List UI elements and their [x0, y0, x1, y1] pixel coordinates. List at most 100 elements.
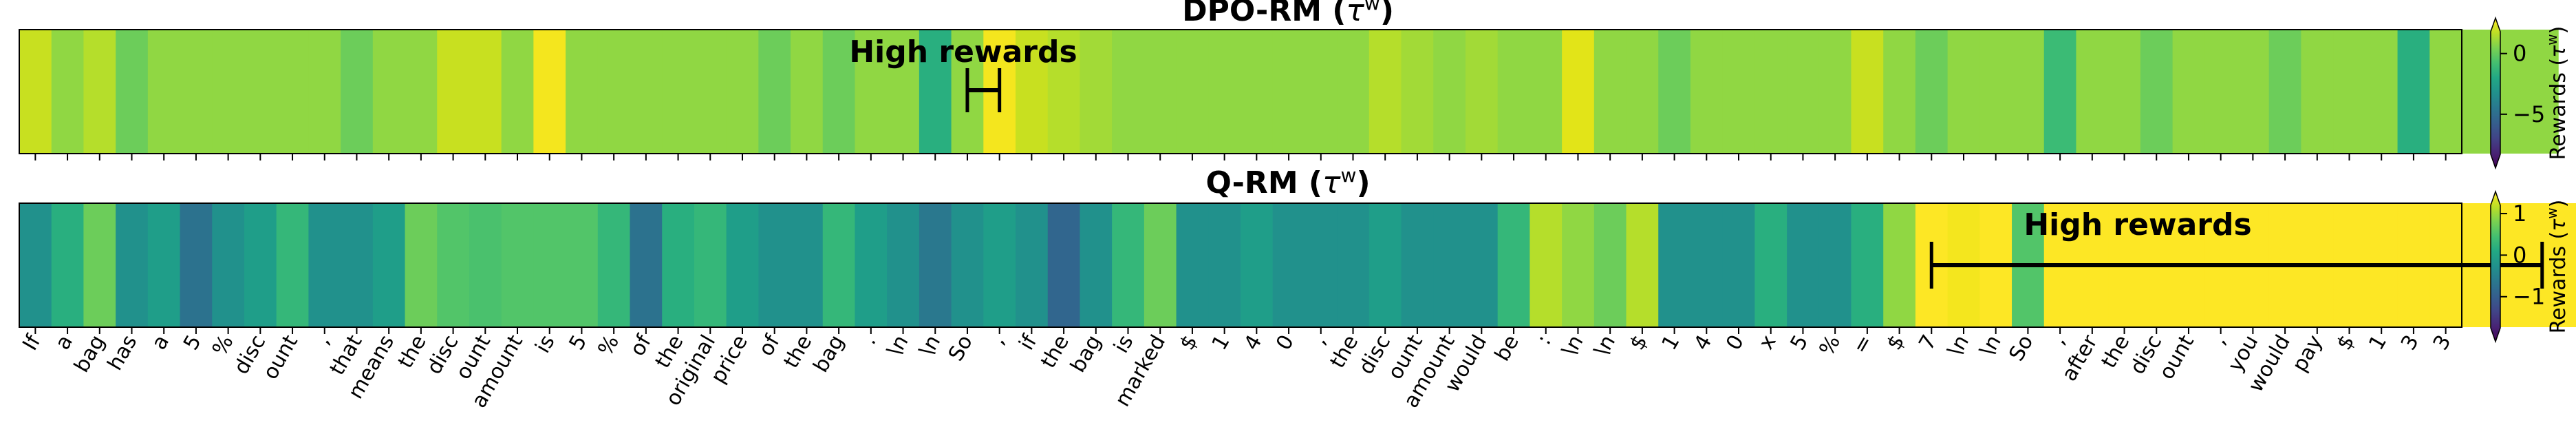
heatmap-cell: [1305, 30, 1338, 154]
heatmap-cell: [694, 203, 727, 327]
heatmap-cell: [566, 203, 599, 327]
dpo-rm-colorbar: 0 −5 Rewards (τw): [2490, 16, 2570, 170]
token-label: 0: [1271, 331, 1299, 355]
heatmap-cell: [1562, 30, 1595, 154]
q-rm-colorbar-ticks: 1 0 −1: [2500, 200, 2545, 310]
heatmap-cell: [597, 203, 631, 327]
heatmap-cell: [791, 30, 824, 154]
heatmap-cell: [2397, 30, 2430, 154]
token-label: of: [625, 330, 656, 360]
heatmap-cell: [1626, 30, 1659, 154]
heatmap-cell: [1947, 30, 1980, 154]
heatmap-cell: [1208, 30, 1241, 154]
heatmap-cell: [1851, 30, 1884, 154]
heatmap-cell: [1883, 203, 1916, 327]
token-label: 0: [1721, 331, 1749, 355]
heatmap-cell: [1433, 30, 1466, 154]
heatmap-cell: [1497, 30, 1530, 154]
token-label: bag: [69, 331, 110, 377]
heatmap-cell: [1016, 30, 1049, 154]
heatmap-cell: [180, 203, 213, 327]
token-label: If: [18, 330, 46, 355]
q-rm-annotation-label: High rewards: [2024, 207, 2251, 242]
heatmap-cell: [1658, 203, 1691, 327]
q-rm-colorbar-bar: [2490, 189, 2501, 344]
token-label: 1: [1208, 331, 1235, 355]
token-label: 4: [1689, 331, 1717, 355]
heatmap-cell: [1401, 203, 1434, 327]
heatmap-cell: [147, 30, 181, 154]
token-label: pay: [2288, 331, 2328, 376]
heatmap-cell: [276, 30, 309, 154]
heatmap-cell: [1368, 203, 1402, 327]
heatmap-cell: [405, 203, 438, 327]
heatmap-cell: [822, 30, 856, 154]
heatmap-cell: [726, 203, 759, 327]
heatmap-cell: [1754, 203, 1788, 327]
heatmap-cell: [147, 203, 181, 327]
dpo-rm-annotation: High rewards: [849, 34, 1077, 112]
heatmap-cell: [887, 30, 920, 154]
heatmap-cell: [501, 30, 534, 154]
token-label: be: [1490, 331, 1524, 366]
q-rm-colorbar-label: Rewards (τw): [2544, 200, 2570, 334]
token-label: x: [1754, 331, 1781, 354]
dpo-rm-colorbar-label: Rewards (τw): [2544, 26, 2570, 160]
heatmap-cell: [2172, 30, 2205, 154]
dpo-rm-colorbar-bar: [2490, 16, 2501, 170]
heatmap-cell: [341, 203, 374, 327]
heatmap-cell: [1433, 203, 1466, 327]
heatmap-cell: [566, 30, 599, 154]
token-label: ount: [259, 331, 303, 384]
heatmap-cell: [1658, 30, 1691, 154]
heatmap-cell: [1562, 203, 1595, 327]
token-label: %: [1814, 331, 1845, 360]
heatmap-cell: [1337, 203, 1370, 327]
dpo-rm-title: DPO-RM (τw): [1182, 0, 1394, 28]
token-label: \n: [1943, 331, 1974, 361]
heatmap-cell: [2140, 30, 2174, 154]
heatmap-cell: [2076, 30, 2109, 154]
heatmap-cell: [1144, 203, 1177, 327]
heatmap-cell: [951, 203, 984, 327]
heatmap-cell: [308, 30, 341, 154]
token-label: ount: [2154, 331, 2199, 384]
heatmap-cell: [1690, 30, 1724, 154]
token-label: 4: [1239, 331, 1267, 355]
token-label: if: [1015, 330, 1042, 354]
heatmap-cell: [372, 30, 406, 154]
token-label: $: [1625, 331, 1653, 355]
heatmap-cell: [19, 203, 52, 327]
heatmap-cell: [212, 30, 245, 154]
heatmap-cell: [887, 203, 920, 327]
heatmap-cell: [1722, 30, 1755, 154]
q-rm-x-ticks: [34, 327, 2447, 334]
heatmap-cell: [1593, 30, 1627, 154]
heatmap-cell: [2108, 30, 2141, 154]
heatmap-cell: [1337, 30, 1370, 154]
colorbar-tick-label: 1: [2513, 200, 2526, 227]
heatmap-cell: [919, 203, 952, 327]
heatmap-cell: [405, 30, 438, 154]
heatmap-cell: [1690, 203, 1724, 327]
heatmap-cell: [1530, 203, 1563, 327]
heatmap-cell: [1208, 203, 1241, 327]
heatmap-cell: [758, 203, 791, 327]
heatmap-cell: [1272, 30, 1306, 154]
heatmap-cell: [116, 203, 149, 327]
token-label: $: [1882, 331, 1910, 355]
heatmap-cell: [1241, 203, 1274, 327]
token-label: ,: [986, 331, 1010, 349]
token-label: $: [2332, 331, 2360, 355]
dpo-rm-x-ticks: [34, 154, 2447, 160]
heatmap-cell: [1979, 30, 2012, 154]
token-label: 5: [1786, 331, 1814, 355]
heatmap-cell: [1787, 203, 1820, 327]
heatmap-cell: [83, 203, 116, 327]
heatmap-cell: [822, 203, 856, 327]
heatmap-cell: [2333, 30, 2366, 154]
heatmap-cell: [244, 203, 277, 327]
heatmap-cell: [244, 30, 277, 154]
heatmap-cell: [1818, 30, 1852, 154]
